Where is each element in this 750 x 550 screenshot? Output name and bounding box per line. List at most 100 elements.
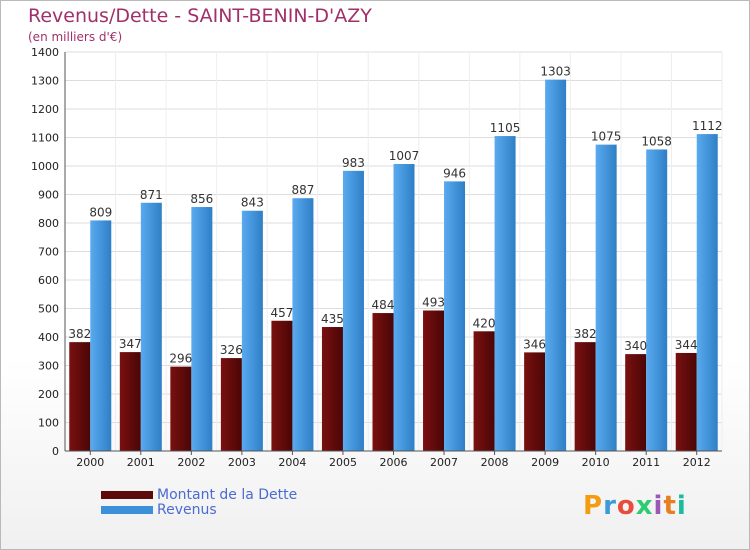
data-label-dette: 457 [270,306,293,320]
bar-dette [321,327,343,451]
dette-bars [69,310,697,451]
data-label-dette: 493 [422,295,445,309]
data-label-revenus: 843 [241,196,264,210]
x-tick-label: 2004 [278,456,306,469]
data-label-revenus: 887 [291,183,314,197]
legend: Montant de la Dette Revenus [101,486,298,518]
data-label-dette: 435 [321,312,344,326]
bar-dette [119,352,141,451]
data-label-dette: 344 [675,338,698,352]
legend-label-dette: Montant de la Dette [157,486,298,503]
y-tick-label: 200 [38,388,59,401]
x-tick-label: 2010 [582,456,610,469]
y-tick-label: 1100 [31,132,59,145]
y-tick-label: 900 [38,189,59,202]
legend-swatch-dette [101,490,153,499]
bar-revenus [241,210,263,451]
bar-revenus [342,170,364,451]
legend-item-dette: Montant de la Dette [101,486,298,503]
chart-title: Revenus/Dette - SAINT-BENIN-D'AZY [28,5,372,27]
data-label-revenus: 1058 [641,134,672,148]
chart-subtitle: (en milliers d'€) [28,30,123,44]
data-label-dette: 347 [119,337,142,351]
x-tick-label: 2007 [430,456,458,469]
x-tick-label: 2001 [127,456,155,469]
x-tick-label: 2008 [481,456,509,469]
y-tick-label: 1200 [31,103,59,116]
legend-swatch-revenus [101,505,153,514]
bar-dette [372,313,394,451]
y-tick-label: 700 [38,246,59,259]
logo-letter: i [653,491,664,521]
bar-revenus [140,202,162,451]
data-label-revenus: 809 [89,205,112,219]
bar-revenus [696,134,718,451]
y-tick-label: 800 [38,217,59,230]
bar-revenus [646,149,668,451]
x-tick-label: 2012 [683,456,711,469]
y-tick-label: 500 [38,303,59,316]
logo-letter: i [676,491,687,521]
bar-dette [271,320,293,451]
bar-dette [69,342,91,451]
y-tick-label: 1400 [31,46,59,59]
x-tick-label: 2005 [329,456,357,469]
bar-revenus [292,198,314,451]
bar-dette [473,331,495,451]
y-tick-label: 1000 [31,160,59,173]
x-tick-label: 2009 [531,456,559,469]
bar-dette [170,366,192,451]
y-tick-label: 0 [52,445,59,458]
bar-revenus [545,79,567,452]
data-label-revenus: 946 [443,166,466,180]
logo-letter: P [583,491,604,521]
bar-revenus [90,220,112,451]
proxiti-logo: Proxiti [583,491,687,521]
bar-revenus [444,181,466,451]
legend-label-revenus: Revenus [157,501,217,518]
data-label-dette: 346 [523,337,546,351]
data-label-dette: 382 [574,327,597,341]
data-label-dette: 484 [372,298,395,312]
y-tick-label: 400 [38,331,59,344]
data-label-revenus: 856 [190,192,213,206]
logo-letter: t [663,491,677,521]
bar-revenus [393,164,415,451]
logo-letter: x [635,491,654,521]
bar-dette [625,354,647,451]
y-tick-label: 1300 [31,75,59,88]
logo-letter: r [603,491,617,521]
data-label-dette: 340 [624,339,647,353]
y-tick-label: 100 [38,417,59,430]
bar-dette [423,310,445,451]
x-tick-label: 2006 [380,456,408,469]
x-tick-label: 2002 [177,456,205,469]
data-label-revenus: 871 [140,188,163,202]
data-label-revenus: 1303 [540,65,571,79]
bar-dette [574,342,596,451]
bar-dette [220,358,242,451]
data-labels: 382 809 347 871 296 856 326 843 457 887 435 983 484 1… [68,65,722,366]
data-label-dette: 420 [473,316,496,330]
x-tick-label: 2011 [632,456,660,469]
revenus-bars [90,79,718,452]
x-tick-label: 2003 [228,456,256,469]
data-label-revenus: 1007 [389,149,420,163]
bar-dette [524,352,546,451]
bar-revenus [191,207,213,451]
bar-revenus [595,144,617,451]
data-label-dette: 326 [220,343,243,357]
logo-letter: o [616,491,636,521]
bar-dette [675,352,697,451]
data-label-dette: 296 [169,352,192,366]
data-label-revenus: 983 [342,156,365,170]
legend-item-revenus: Revenus [101,501,297,518]
data-label-revenus: 1075 [591,130,622,144]
y-tick-label: 600 [38,274,59,287]
bar-revenus [494,136,516,451]
data-label-revenus: 1112 [692,119,723,133]
x-tick-label: 2000 [76,456,104,469]
data-label-revenus: 1105 [490,121,521,135]
